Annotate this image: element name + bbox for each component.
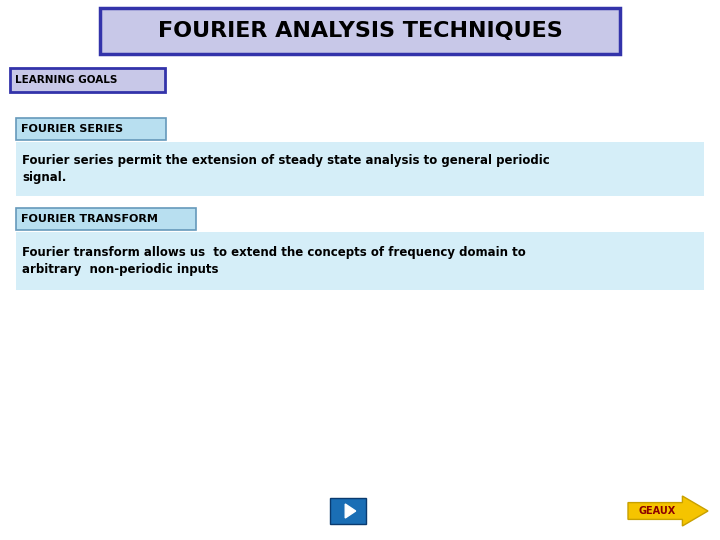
Text: FOURIER ANALYSIS TECHNIQUES: FOURIER ANALYSIS TECHNIQUES [158, 21, 562, 41]
FancyBboxPatch shape [16, 142, 704, 196]
FancyBboxPatch shape [330, 498, 366, 524]
FancyBboxPatch shape [10, 68, 165, 92]
FancyBboxPatch shape [100, 8, 620, 54]
Text: Fourier series permit the extension of steady state analysis to general periodic: Fourier series permit the extension of s… [22, 154, 550, 184]
Text: Fourier transform allows us  to extend the concepts of frequency domain to
arbit: Fourier transform allows us to extend th… [22, 246, 526, 276]
FancyBboxPatch shape [16, 118, 166, 140]
FancyBboxPatch shape [16, 232, 704, 290]
Text: LEARNING GOALS: LEARNING GOALS [15, 75, 117, 85]
Polygon shape [628, 496, 708, 526]
Text: GEAUX: GEAUX [638, 506, 675, 516]
FancyBboxPatch shape [16, 208, 196, 230]
Polygon shape [345, 504, 356, 518]
Text: FOURIER TRANSFORM: FOURIER TRANSFORM [21, 214, 158, 224]
Text: FOURIER SERIES: FOURIER SERIES [21, 124, 123, 134]
